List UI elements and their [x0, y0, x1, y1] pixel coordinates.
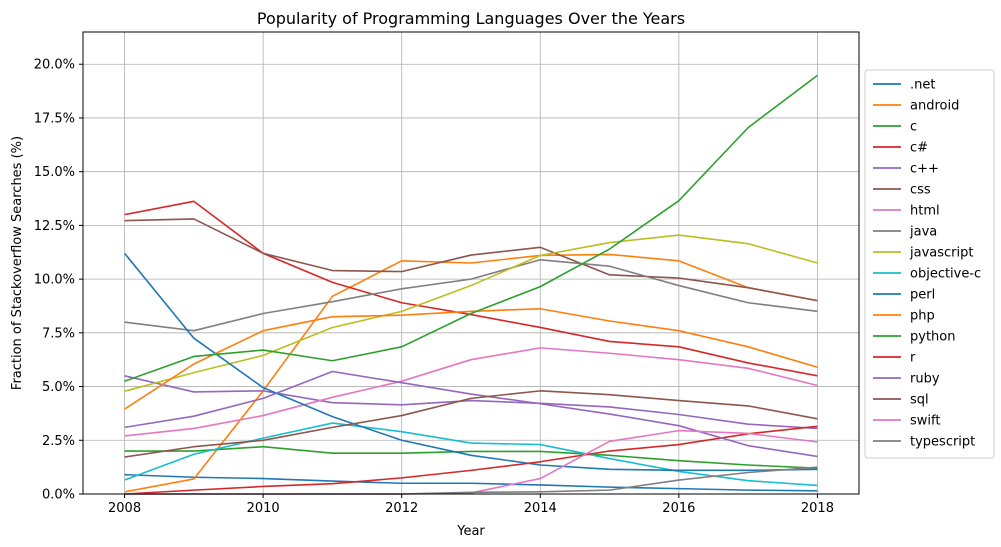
legend-label-perl: perl — [910, 288, 935, 303]
legend-label-objective-c: objective-c — [910, 267, 981, 282]
legend-label-php: php — [910, 309, 935, 324]
x-tick-label: 2012 — [385, 501, 418, 516]
y-tick-label: 10.0% — [34, 273, 75, 288]
y-tick-label: 15.0% — [34, 165, 75, 180]
y-tick-label: 0.0% — [42, 488, 75, 503]
series-line-php — [124, 307, 818, 410]
x-tick-label: 2014 — [524, 501, 557, 516]
y-tick-label: 17.5% — [34, 111, 75, 126]
legend-box — [864, 69, 995, 459]
series-line-html — [124, 347, 818, 437]
series-line-c — [124, 200, 818, 377]
series-line-android — [124, 253, 818, 493]
y-tick-label: 12.5% — [34, 219, 75, 234]
y-tick-label: 7.5% — [42, 326, 75, 341]
axes: 2008 2010 2012 2014 2016 2018 0.0% 2.5% 5.0% 7.5%… — [34, 31, 860, 516]
series-lines — [123, 74, 818, 495]
series-line-net — [124, 473, 818, 492]
y-tick-label: 2.5% — [42, 434, 75, 449]
legend-label-sql: sql — [910, 393, 929, 408]
legend-label-ruby: ruby — [910, 372, 940, 387]
series-line-perl — [123, 252, 818, 472]
legend-label-html: html — [910, 204, 940, 219]
series-line-sql — [124, 390, 818, 458]
series-line-javascript — [124, 234, 818, 393]
series-line-css — [124, 218, 818, 302]
chart-title: Popularity of Programming Languages Over… — [257, 9, 685, 28]
series-line-r — [124, 425, 818, 495]
plot-frame — [82, 31, 860, 495]
legend-label-c: c# — [910, 141, 928, 156]
series-line-c — [124, 445, 818, 470]
x-tick-label: 2018 — [801, 501, 834, 516]
series-line-python — [124, 74, 818, 382]
y-tick-label: 5.0% — [42, 380, 75, 395]
legend-label-c: c++ — [910, 162, 939, 177]
x-axis-label: Year — [456, 524, 485, 539]
legend-label-net: .net — [910, 78, 935, 93]
series-line-objective-c — [124, 422, 818, 487]
x-tick-label: 2008 — [108, 501, 141, 516]
legend-label-python: python — [910, 330, 955, 345]
x-tick-label: 2016 — [662, 501, 695, 516]
y-axis-label: Fraction of Stackoverflow Searches (%) — [10, 136, 25, 390]
legend-label-r: r — [910, 351, 916, 366]
legend-label-css: css — [910, 183, 931, 198]
x-tick-label: 2010 — [247, 501, 280, 516]
legend-label-android: android — [910, 99, 959, 114]
legend-label-typescript: typescript — [910, 435, 975, 450]
legend-label-java: java — [909, 225, 937, 240]
legend-label-javascript: javascript — [909, 246, 973, 261]
series-line-java — [124, 258, 818, 332]
legend: .net android c c# c++ css html java javascript ob… — [864, 69, 995, 459]
series-line-c — [124, 375, 818, 430]
y-tick-label: 20.0% — [34, 58, 75, 73]
legend-label-c: c — [910, 120, 917, 135]
legend-label-swift: swift — [910, 414, 940, 429]
